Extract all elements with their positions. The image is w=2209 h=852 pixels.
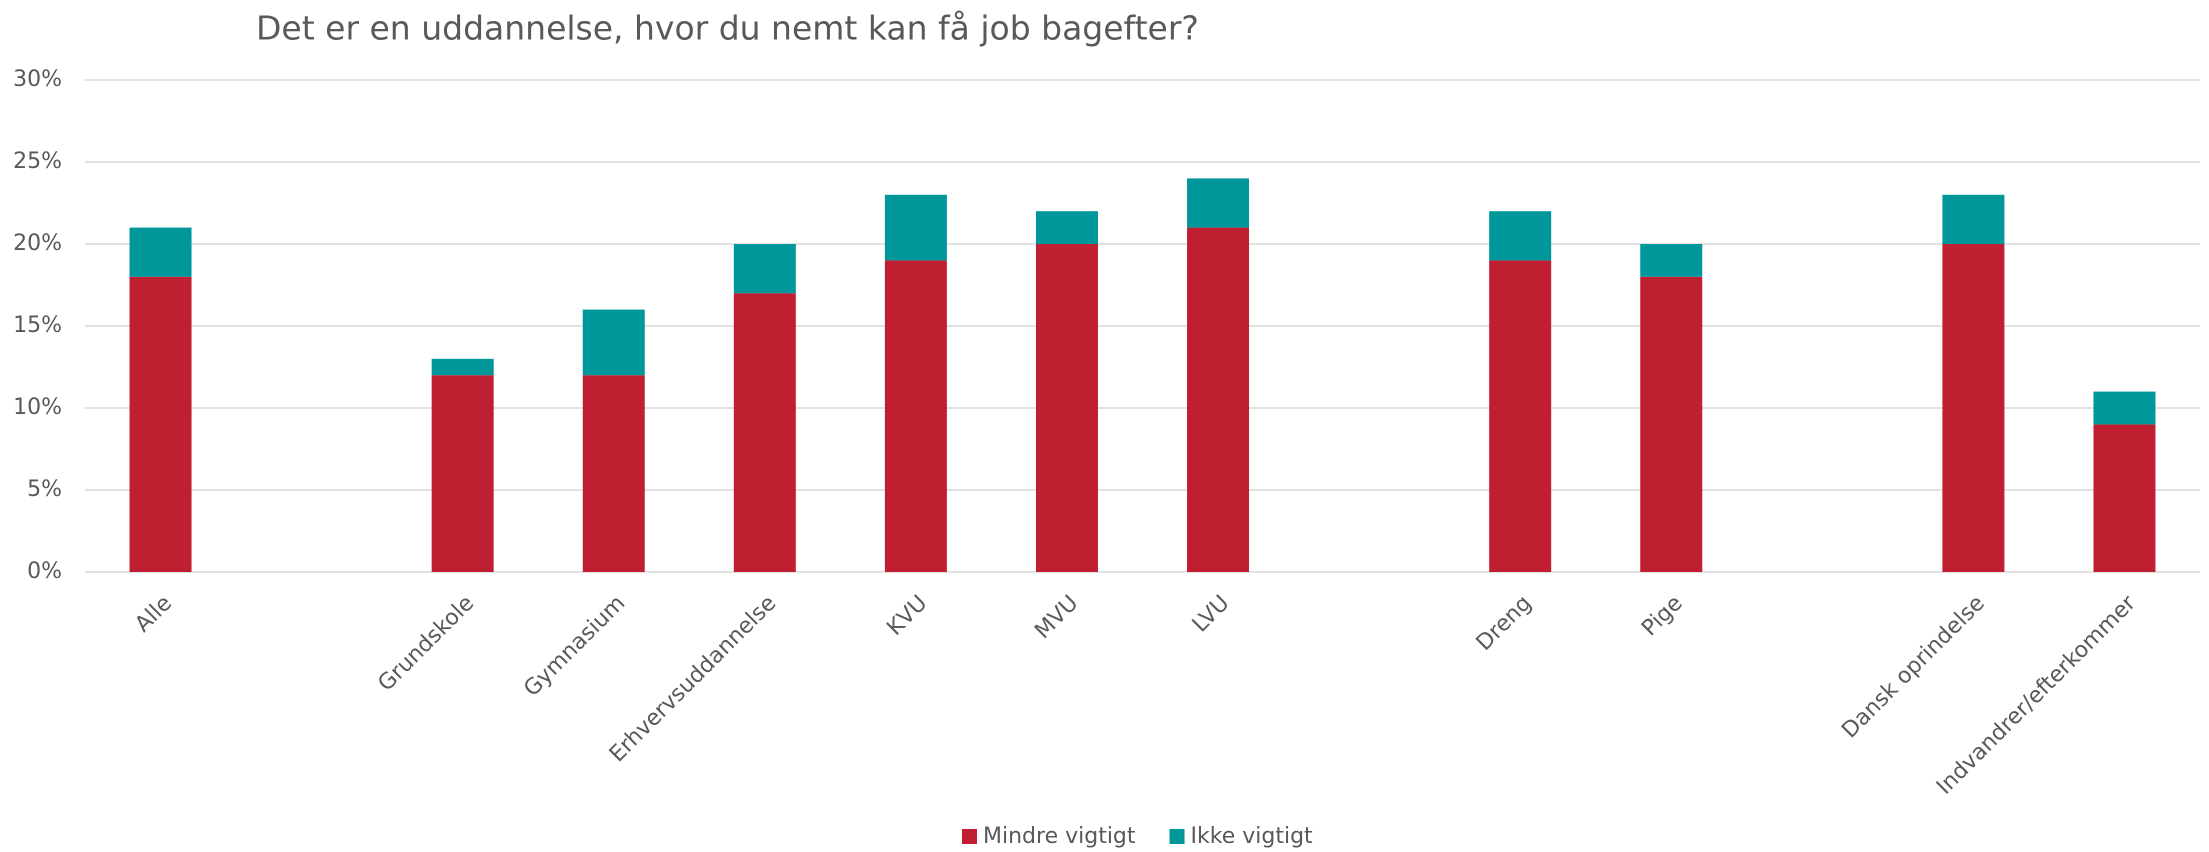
- bar-segment: [884, 194, 947, 261]
- bar-segment: [1640, 276, 1703, 572]
- x-tick-label: LVU: [1188, 591, 1235, 638]
- bar-segment: [733, 293, 796, 572]
- bar-segment: [582, 375, 645, 572]
- legend-label: Mindre vigtigt: [983, 824, 1136, 849]
- bar-segment: [431, 375, 494, 572]
- x-tick-label: Gymnasium: [519, 591, 630, 702]
- x-tick-label: Erhvervsuddannelse: [605, 591, 781, 767]
- bar-segment: [1489, 211, 1552, 261]
- bar-segment: [1035, 244, 1098, 572]
- bar-segment: [2093, 391, 2156, 425]
- y-tick-label: 25%: [13, 149, 62, 174]
- y-tick-label: 30%: [13, 67, 62, 92]
- y-tick-label: 0%: [27, 559, 62, 584]
- legend-label: Ikke vigtigt: [1191, 824, 1314, 849]
- bar-segment: [2093, 424, 2156, 572]
- x-tick-label: Pige: [1637, 591, 1687, 641]
- y-tick-label: 15%: [13, 313, 62, 338]
- x-tick-label: Dreng: [1472, 591, 1537, 656]
- bar-segment: [129, 276, 192, 572]
- bar-segment: [733, 244, 796, 294]
- bar-segment: [1942, 244, 2005, 572]
- x-tick-label: Grundskole: [373, 591, 479, 697]
- x-tick-label: Alle: [130, 591, 177, 638]
- bar-segment: [1035, 211, 1098, 244]
- x-tick-label: KVU: [882, 591, 932, 641]
- x-tick-label: MVU: [1030, 591, 1083, 644]
- legend-swatch: [1169, 829, 1185, 844]
- bar-segment: [1187, 178, 1250, 228]
- bar-segment: [431, 358, 494, 376]
- bar-segment: [1942, 194, 2005, 244]
- bar-segment: [1187, 227, 1250, 572]
- bar-segment: [129, 227, 192, 277]
- y-tick-label: 20%: [13, 231, 62, 256]
- x-tick-label: Dansk oprindelse: [1837, 591, 1990, 744]
- chart-title: Det er en uddannelse, hvor du nemt kan f…: [256, 9, 1199, 48]
- y-tick-label: 5%: [27, 477, 62, 502]
- bar-segment: [1489, 260, 1552, 572]
- bar-segment: [1640, 244, 1703, 277]
- bar-segment: [884, 260, 947, 572]
- legend-swatch: [962, 829, 977, 844]
- y-tick-label: 10%: [13, 395, 62, 420]
- bar-segment: [582, 309, 645, 376]
